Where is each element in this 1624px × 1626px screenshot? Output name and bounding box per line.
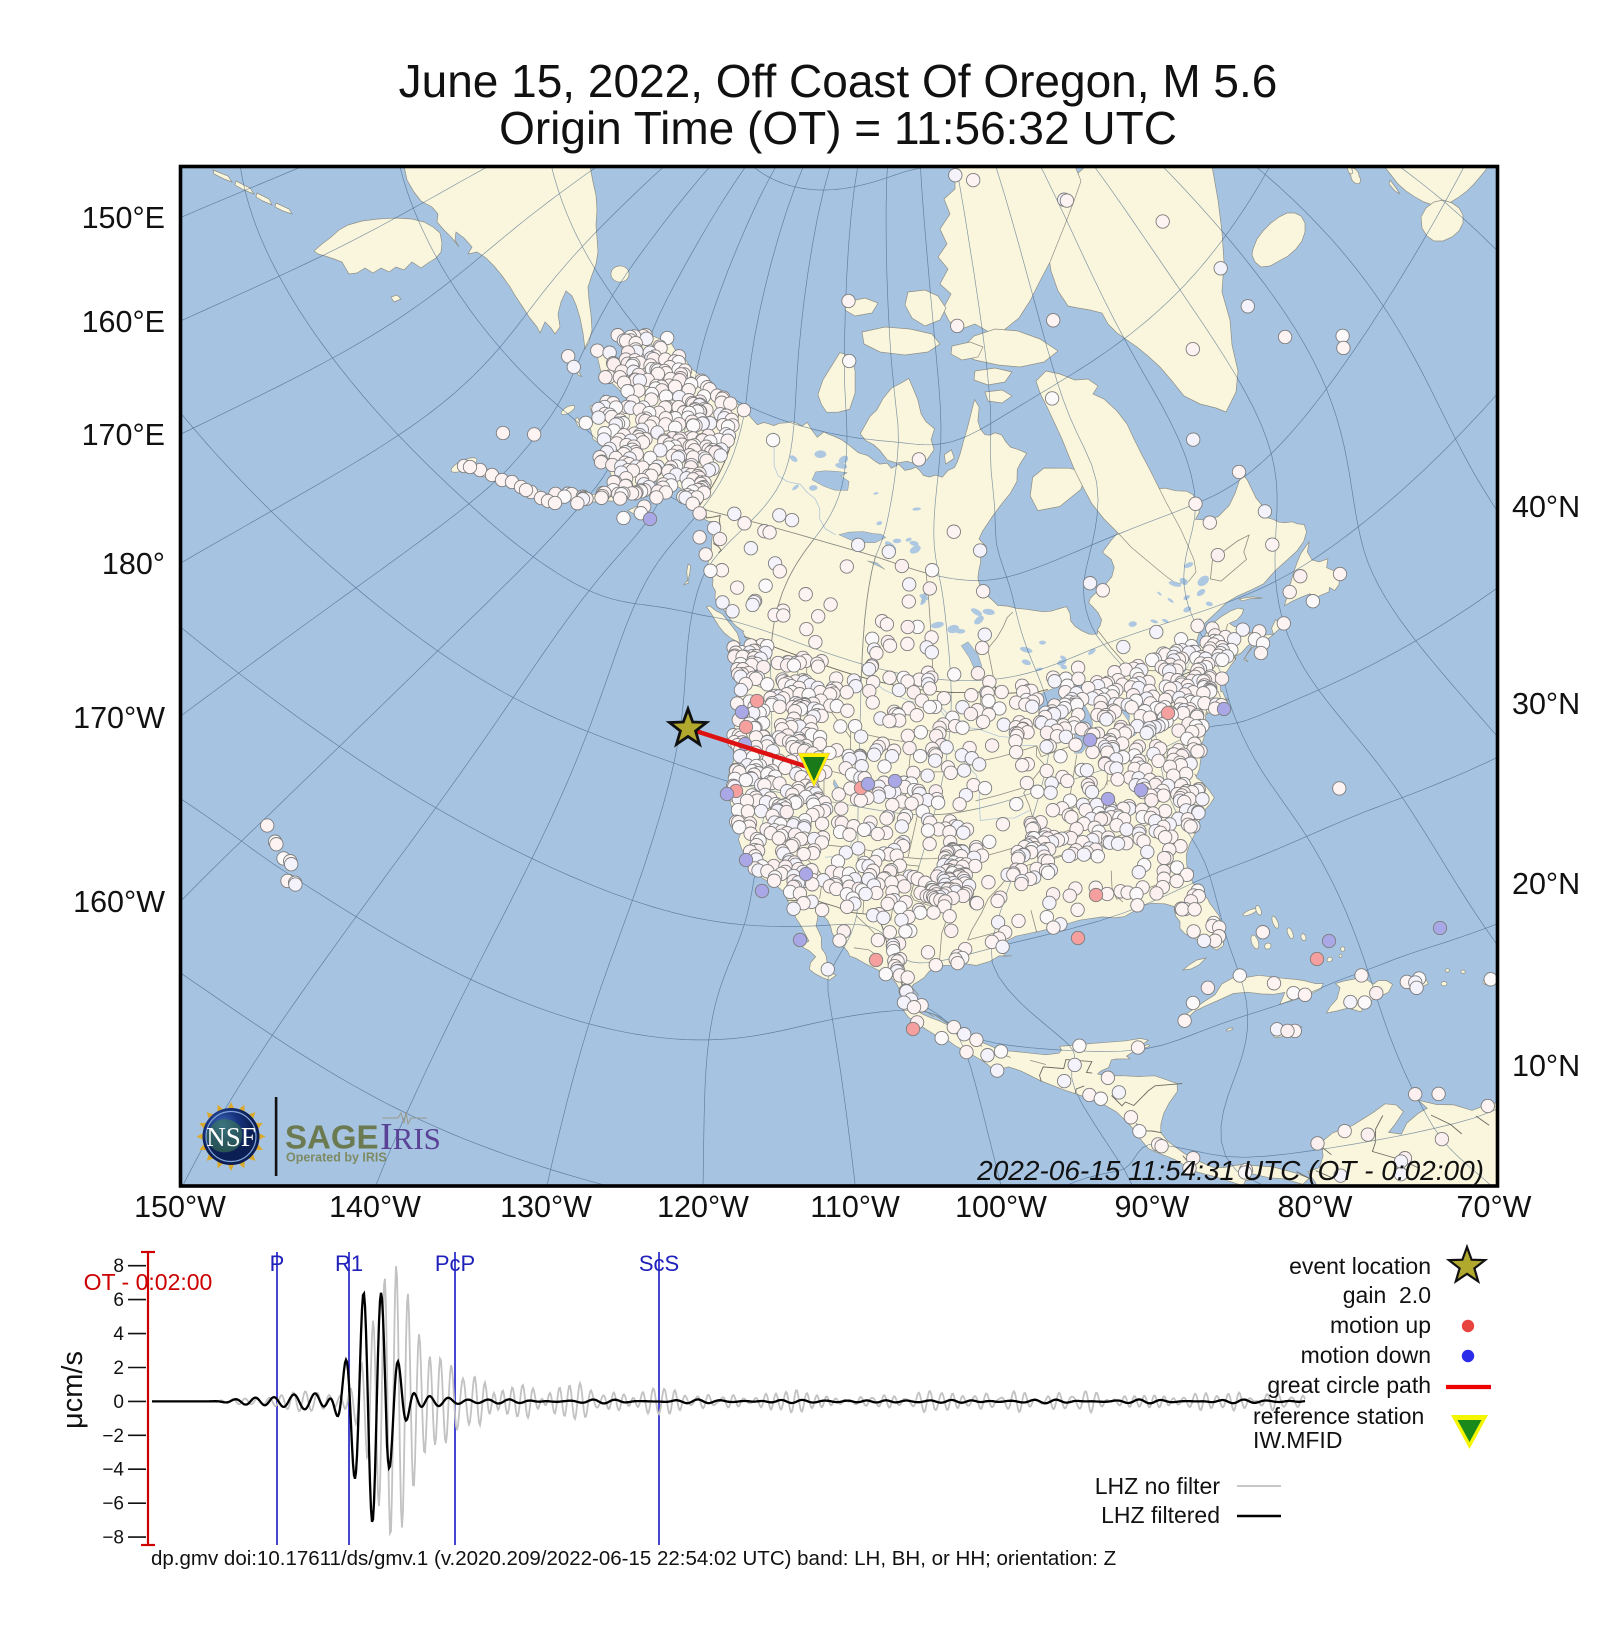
- svg-text:30°N: 30°N: [1512, 687, 1580, 721]
- svg-text:LHZ no filter: LHZ no filter: [1095, 1473, 1221, 1499]
- svg-text:−8: −8: [102, 1528, 124, 1549]
- svg-text:100°W: 100°W: [955, 1190, 1047, 1224]
- svg-text:160°W: 160°W: [73, 885, 165, 919]
- svg-text:reference station: reference station: [1253, 1403, 1424, 1429]
- svg-text:40°N: 40°N: [1512, 490, 1580, 524]
- svg-text:IRIS: IRIS: [380, 1116, 441, 1158]
- svg-text:150°E: 150°E: [82, 201, 165, 235]
- svg-text:6: 6: [113, 1290, 124, 1311]
- svg-text:SAGE: SAGE: [285, 1119, 379, 1156]
- svg-text:170°E: 170°E: [82, 418, 165, 452]
- svg-text:P: P: [270, 1251, 285, 1276]
- svg-text:150°W: 150°W: [134, 1190, 226, 1224]
- svg-text:motion up: motion up: [1330, 1312, 1431, 1338]
- svg-text:−6: −6: [102, 1494, 124, 1515]
- svg-text:IW.MFID: IW.MFID: [1253, 1427, 1342, 1453]
- svg-text:−2: −2: [102, 1426, 124, 1447]
- svg-text:Operated by IRIS: Operated by IRIS: [286, 1151, 387, 1165]
- svg-text:70°W: 70°W: [1457, 1190, 1532, 1224]
- svg-text:R1: R1: [335, 1251, 363, 1276]
- svg-text:10°N: 10°N: [1512, 1049, 1580, 1083]
- svg-text:Origin Time (OT) = 11:56:32 UT: Origin Time (OT) = 11:56:32 UTC: [499, 102, 1177, 154]
- svg-text:2022-06-15 11:54:31 UTC (OT -: 2022-06-15 11:54:31 UTC (OT - 0:02:00): [976, 1155, 1484, 1186]
- svg-text:4: 4: [113, 1324, 124, 1345]
- svg-text:event location: event location: [1289, 1253, 1431, 1279]
- svg-text:80°W: 80°W: [1278, 1190, 1353, 1224]
- svg-text:μcm/s: μcm/s: [57, 1351, 89, 1429]
- svg-text:160°E: 160°E: [82, 305, 165, 339]
- svg-text:180°: 180°: [102, 547, 165, 581]
- svg-text:20°N: 20°N: [1512, 867, 1580, 901]
- svg-text:−4: −4: [102, 1460, 124, 1481]
- svg-text:120°W: 120°W: [657, 1190, 749, 1224]
- svg-text:motion down: motion down: [1301, 1342, 1431, 1368]
- svg-text:gain 2.0: gain 2.0: [1343, 1282, 1431, 1308]
- svg-text:LHZ filtered: LHZ filtered: [1101, 1502, 1220, 1528]
- svg-text:8: 8: [113, 1256, 124, 1277]
- svg-text:OT - 0:02:00: OT - 0:02:00: [84, 1269, 213, 1295]
- svg-text:90°W: 90°W: [1115, 1190, 1190, 1224]
- svg-text:2: 2: [113, 1358, 124, 1379]
- svg-text:0: 0: [113, 1392, 124, 1413]
- svg-text:dp.gmv doi:10.17611/ds/gmv.1 (: dp.gmv doi:10.17611/ds/gmv.1 (v.2020.209…: [151, 1547, 1116, 1570]
- svg-text:NSF: NSF: [206, 1122, 256, 1152]
- svg-text:June 15, 2022, Off Coast Of Or: June 15, 2022, Off Coast Of Oregon, M 5.…: [399, 55, 1278, 107]
- svg-text:great circle path: great circle path: [1267, 1372, 1431, 1398]
- svg-text:140°W: 140°W: [329, 1190, 421, 1224]
- svg-text:170°W: 170°W: [73, 701, 165, 735]
- svg-text:130°W: 130°W: [500, 1190, 592, 1224]
- svg-text:110°W: 110°W: [810, 1190, 900, 1224]
- svg-text:ScS: ScS: [639, 1251, 679, 1276]
- svg-text:PcP: PcP: [435, 1251, 475, 1276]
